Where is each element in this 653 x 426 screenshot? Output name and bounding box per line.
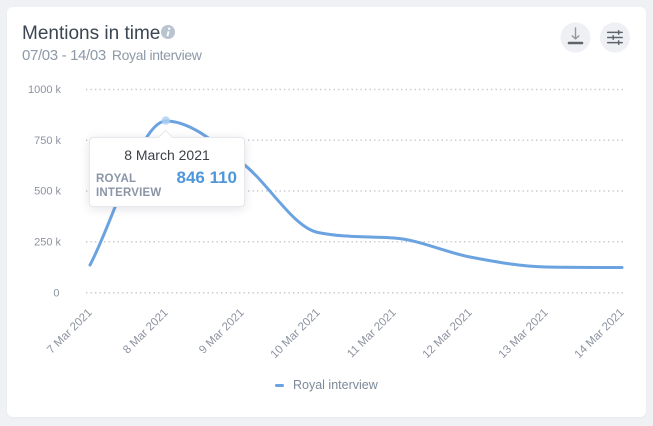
svg-text:13 Mar 2021: 13 Mar 2021: [497, 307, 551, 361]
svg-text:9 Mar 2021: 9 Mar 2021: [197, 307, 247, 357]
svg-text:500 k: 500 k: [34, 186, 61, 198]
svg-text:11 Mar 2021: 11 Mar 2021: [345, 307, 399, 361]
svg-text:1000 k: 1000 k: [28, 84, 62, 96]
svg-text:0: 0: [53, 287, 59, 299]
svg-text:14 Mar 2021: 14 Mar 2021: [573, 307, 627, 361]
svg-text:750 k: 750 k: [34, 135, 61, 147]
svg-text:7 Mar 2021: 7 Mar 2021: [45, 307, 95, 357]
svg-text:12 Mar 2021: 12 Mar 2021: [421, 307, 475, 361]
svg-text:250 k: 250 k: [34, 237, 61, 249]
svg-text:8 Mar 2021: 8 Mar 2021: [121, 307, 171, 357]
svg-text:10 Mar 2021: 10 Mar 2021: [269, 307, 323, 361]
